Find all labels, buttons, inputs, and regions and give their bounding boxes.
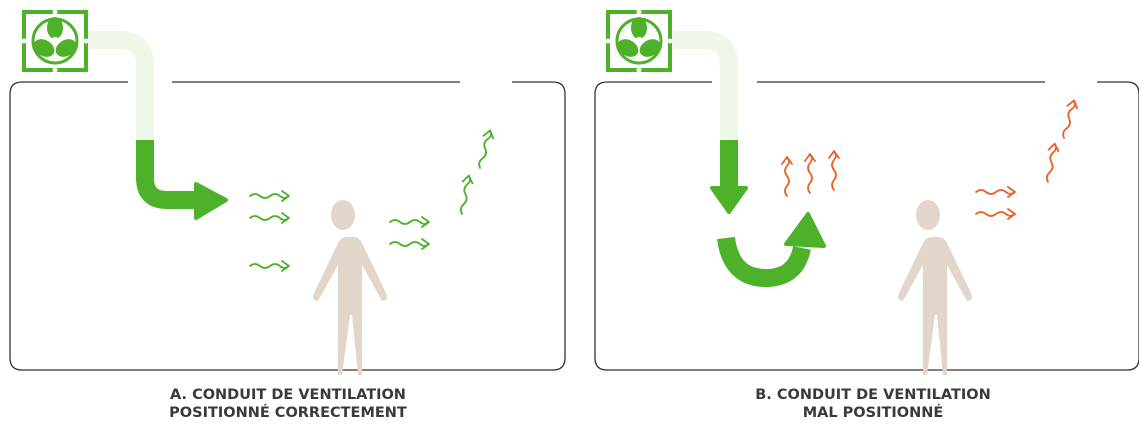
diagram: A. CONDUIT DE VENTILATION POSITIONNÉ COR…: [0, 0, 1139, 427]
fan: [606, 10, 673, 73]
arrow-head: [786, 214, 824, 246]
caption: A. CONDUIT DE VENTILATION: [170, 387, 406, 403]
room: [10, 82, 565, 370]
panel-b: B. CONDUIT DE VENTILATION MAL POSITIONNÉ: [595, 10, 1139, 422]
duct: [672, 40, 729, 140]
caption: POSITIONNÉ CORRECTEMENT: [169, 404, 407, 421]
arrow-head: [196, 184, 226, 218]
arrow-head: [712, 188, 746, 212]
fan: [22, 10, 89, 73]
air-waves: [250, 129, 495, 271]
caption: B. CONDUIT DE VENTILATION: [755, 387, 990, 403]
duct: [88, 40, 145, 140]
person: [898, 200, 972, 375]
room: [595, 82, 1139, 370]
person: [313, 200, 387, 375]
airflow-arrow: [145, 140, 200, 200]
panel-a: A. CONDUIT DE VENTILATION POSITIONNÉ COR…: [10, 10, 565, 422]
caption: MAL POSITIONNÉ: [803, 404, 944, 421]
